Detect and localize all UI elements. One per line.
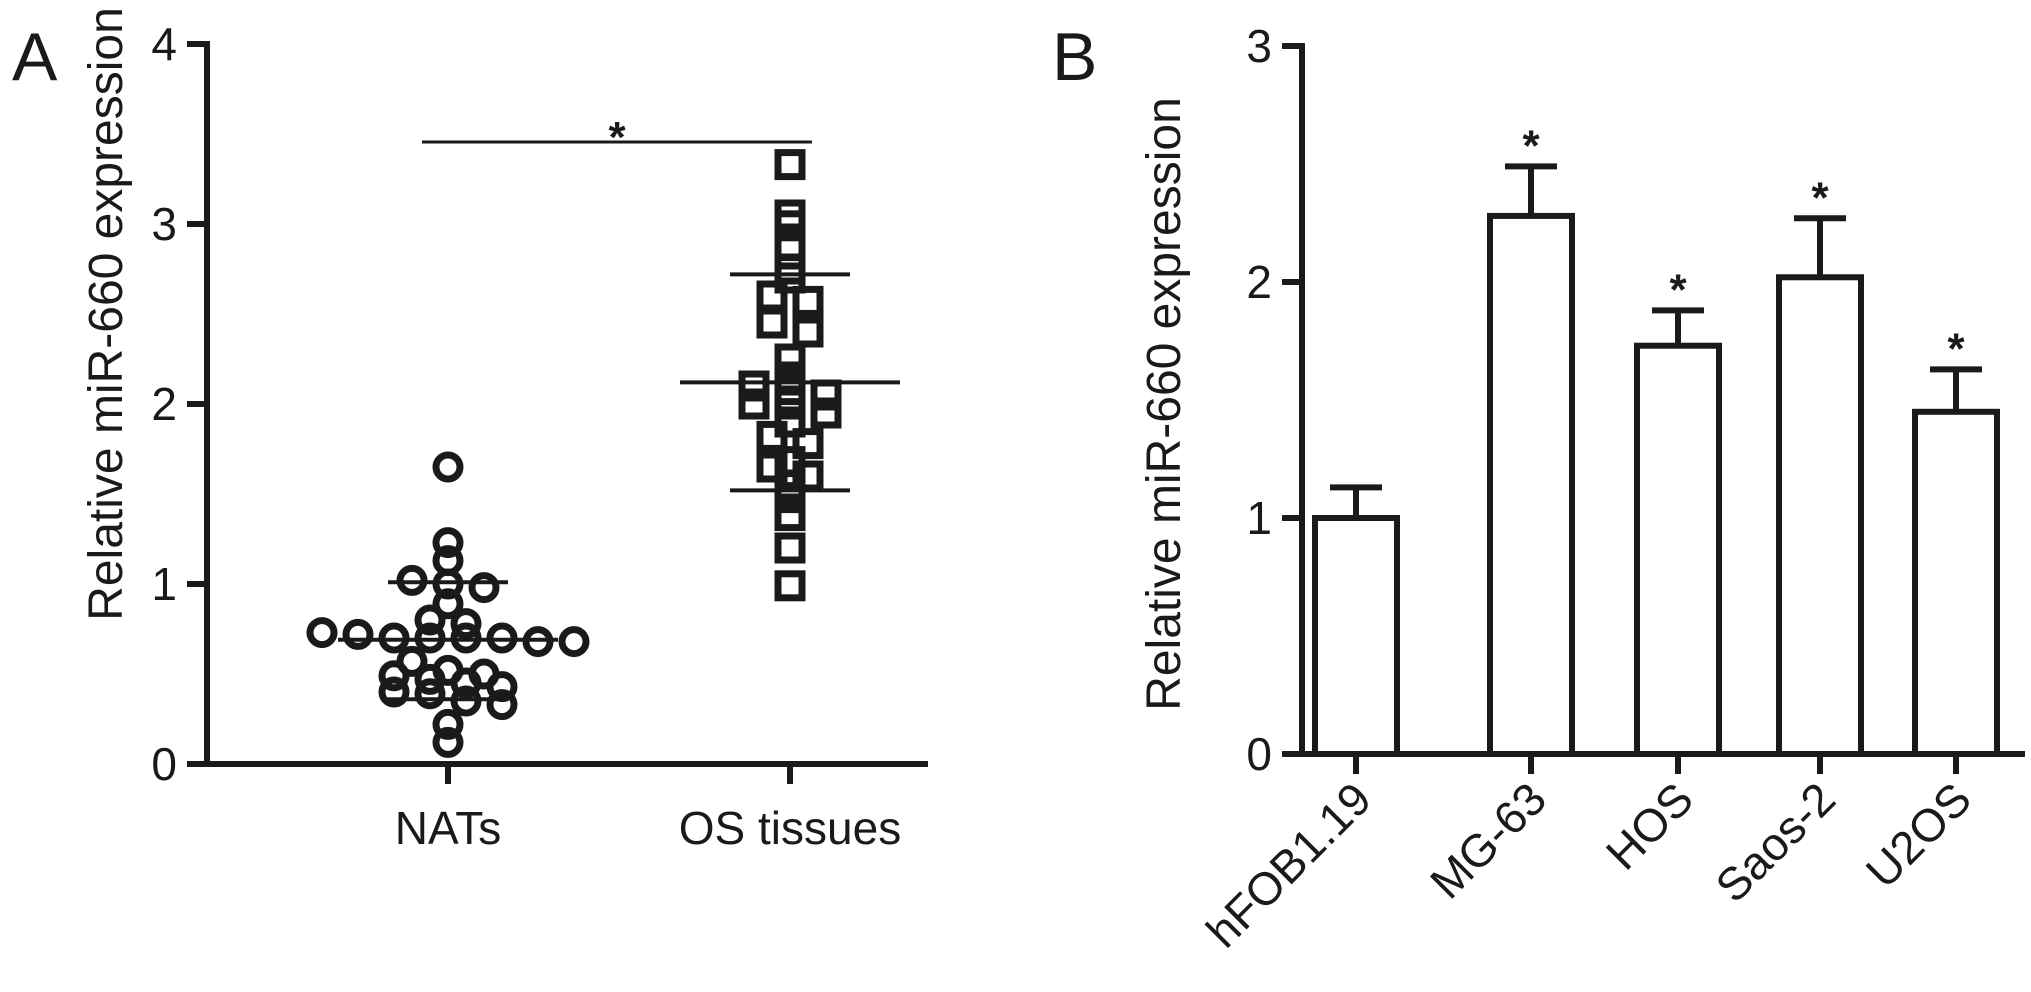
panel-a: A Relative miR-660 expression 0 1 2 3 4 NATs… <box>12 7 928 854</box>
panel-b-x-tick-label: hFOB1.19 <box>1196 772 1381 957</box>
panel-b-x-ticks: hFOB1.19 MG-63 HOS Saos-2 U2OS <box>1196 754 1981 957</box>
os-data-point <box>756 280 788 312</box>
bar <box>1634 342 1722 757</box>
panel-a-label: A <box>12 19 58 95</box>
nat-data-point <box>432 527 464 559</box>
os-data-point <box>774 570 806 602</box>
os-data-point <box>774 199 806 231</box>
panel-b-x-tick-label: Saos-2 <box>1705 772 1845 912</box>
panel-a-y-axis-title: Relative miR-660 expression <box>80 7 133 621</box>
nat-data-point <box>432 588 464 620</box>
panel-a-y-tick-label: 1 <box>151 558 177 610</box>
nat-data-point <box>432 451 464 483</box>
panel-b-x-tick-label: MG-63 <box>1420 772 1556 908</box>
bar <box>1776 274 1864 757</box>
panel-b-label: B <box>1052 19 1097 95</box>
significance-star: * <box>1669 265 1687 314</box>
os-data-point <box>756 451 788 483</box>
significance-star: * <box>1522 121 1540 170</box>
panel-a-points <box>306 149 842 758</box>
os-data-point <box>738 370 770 402</box>
nat-data-point <box>558 626 590 658</box>
panel-b-x-tick-label: HOS <box>1596 772 1703 879</box>
os-data-point <box>774 446 806 478</box>
panel-a-y-tick-label: 2 <box>151 378 177 430</box>
panel-a-y-tick-label: 0 <box>151 738 177 790</box>
panel-b-y-tick-label: 1 <box>1246 492 1272 544</box>
nat-data-point <box>432 654 464 686</box>
panel-a-y-tick-label: 4 <box>151 18 177 70</box>
nat-data-point <box>396 645 428 677</box>
nat-data-point <box>450 608 482 640</box>
nat-data-point <box>432 726 464 758</box>
nat-data-point <box>414 604 446 636</box>
significance-star: * <box>1811 173 1829 222</box>
os-data-point <box>774 532 806 564</box>
panel-b: B Relative miR-660 expression 0 1 2 3 * * ** … <box>1052 19 2025 957</box>
panel-b-y-axis-title: Relative miR-660 expression <box>1138 97 1191 711</box>
os-data-point <box>792 428 824 460</box>
os-data-point <box>774 500 806 532</box>
nat-data-point <box>432 708 464 740</box>
panel-b-bars: * * * * <box>1312 121 2000 758</box>
os-data-point <box>774 343 806 375</box>
nat-data-point <box>414 678 446 710</box>
os-data-point <box>774 361 806 393</box>
nat-data-point <box>342 618 374 650</box>
nat-data-point <box>468 658 500 690</box>
significance-star: * <box>608 113 626 162</box>
panel-b-y-tick-label: 3 <box>1246 20 1272 72</box>
nat-data-point <box>306 617 338 649</box>
nat-data-point <box>468 572 500 604</box>
nat-data-point <box>486 689 518 721</box>
os-data-point <box>792 316 824 348</box>
os-data-point <box>792 285 824 317</box>
panel-a-x-tick-label: OS tissues <box>679 802 901 854</box>
os-data-point <box>810 397 842 429</box>
panel-b-y-tick-label: 2 <box>1246 256 1272 308</box>
panel-a-stat-lines <box>338 272 900 702</box>
panel-a-x-ticks: NATs OS tissues <box>395 764 901 854</box>
os-data-point <box>774 406 806 438</box>
bar <box>1912 408 2000 757</box>
panel-a-y-tick-label: 3 <box>151 198 177 250</box>
nat-data-point <box>378 660 410 692</box>
nat-data-point <box>378 676 410 708</box>
panel-b-y-tick-label: 0 <box>1246 728 1272 780</box>
os-data-point <box>774 149 806 181</box>
significance-star: * <box>1947 324 1965 373</box>
nat-data-point <box>432 545 464 577</box>
panel-b-y-ticks: 0 1 2 3 <box>1246 20 1302 780</box>
panel-b-x-tick-label: U2OS <box>1856 772 1981 897</box>
panel-a-x-tick-label: NATs <box>395 802 502 854</box>
bar <box>1487 212 1575 758</box>
panel-a-y-ticks: 0 1 2 3 4 <box>151 18 207 790</box>
os-data-point <box>756 307 788 339</box>
os-data-point <box>738 388 770 420</box>
bar <box>1312 515 1400 757</box>
os-data-point <box>774 230 806 262</box>
